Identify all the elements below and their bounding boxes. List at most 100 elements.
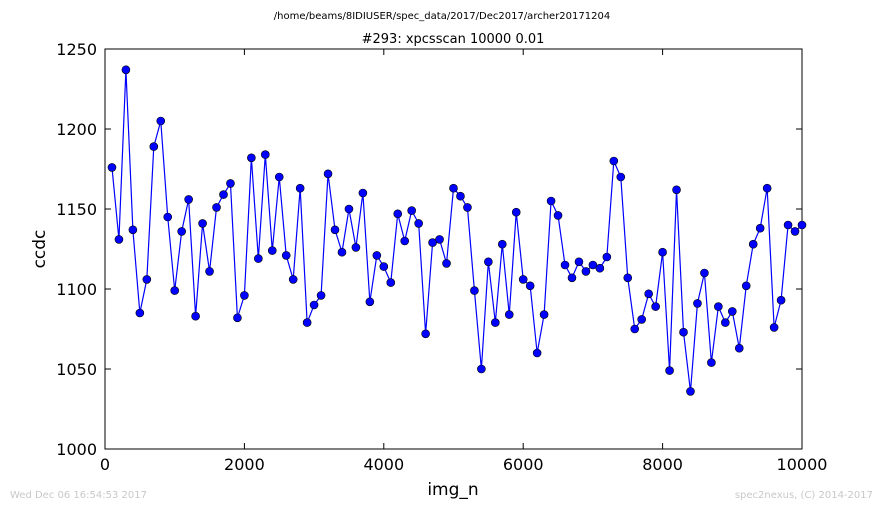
data-point xyxy=(288,275,298,284)
x-tick-label: 8000 xyxy=(642,455,683,474)
data-point xyxy=(372,251,382,260)
y-axis-label: ccdc xyxy=(30,230,50,269)
data-point xyxy=(470,286,479,295)
data-point xyxy=(456,191,465,201)
ticks xyxy=(104,48,803,450)
data-point xyxy=(184,195,193,204)
data-point xyxy=(163,212,173,222)
data-point xyxy=(665,366,674,375)
y-tick-label: 1200 xyxy=(56,120,97,139)
data-point xyxy=(135,308,145,318)
tick-labels: 0 2000 4000 6000 8000 10000 1000 1050 1100 1150 12… xyxy=(56,40,827,474)
data-point xyxy=(337,247,347,257)
x-tick-label: 4000 xyxy=(363,455,404,474)
data-point xyxy=(574,257,584,267)
data-point xyxy=(233,313,242,323)
data-point xyxy=(435,235,444,244)
x-tick-label: 10000 xyxy=(777,455,828,474)
data-point xyxy=(532,348,542,358)
data-point xyxy=(344,204,354,214)
data-point xyxy=(623,273,633,283)
data-point xyxy=(504,310,514,319)
y-tick-label: 1150 xyxy=(56,200,97,219)
data-point xyxy=(351,243,361,252)
data-point xyxy=(358,188,368,198)
y-tick-label: 1250 xyxy=(56,40,97,59)
data-point xyxy=(679,327,688,337)
data-point xyxy=(721,318,730,327)
data-point xyxy=(700,268,709,278)
data-point xyxy=(727,307,737,316)
data-point xyxy=(644,289,653,299)
data-point xyxy=(741,281,751,291)
data-point xyxy=(212,203,221,212)
data-point xyxy=(672,185,681,195)
data-point xyxy=(588,260,598,270)
footer-timestamp: Wed Dec 06 16:54:53 2017 xyxy=(10,490,147,501)
data-point xyxy=(762,183,772,193)
data-point xyxy=(463,203,472,212)
data-point xyxy=(511,207,521,217)
data-point xyxy=(560,260,570,270)
data-point xyxy=(414,219,423,228)
data-point xyxy=(274,172,284,182)
data-point xyxy=(581,267,591,276)
data-point xyxy=(518,275,528,284)
data-point xyxy=(247,153,256,163)
data-point xyxy=(658,247,667,257)
data-point xyxy=(379,262,389,271)
data-point xyxy=(686,387,695,396)
data-point xyxy=(553,211,563,220)
data-point xyxy=(497,239,507,249)
data-point xyxy=(442,259,451,268)
data-point xyxy=(365,297,375,307)
data-point xyxy=(776,295,786,305)
data-point xyxy=(491,318,500,327)
x-tick-label: 6000 xyxy=(503,455,544,474)
x-tick-label: 0 xyxy=(100,455,110,474)
data-point xyxy=(484,257,493,267)
data-point xyxy=(309,300,319,310)
data-point xyxy=(121,65,131,75)
data-point xyxy=(267,246,277,255)
data-point xyxy=(386,278,396,287)
data-point xyxy=(114,235,124,244)
data-point xyxy=(142,275,152,284)
data-point xyxy=(177,227,186,236)
data-point xyxy=(295,183,305,193)
data-point xyxy=(428,238,437,247)
data-point xyxy=(567,273,577,283)
data-point xyxy=(651,302,660,311)
data-point xyxy=(226,179,235,188)
x-tick-label: 2000 xyxy=(224,455,265,474)
file-path-title: /home/beams/8IDIUSER/spec_data/2017/Dec2… xyxy=(274,11,610,22)
data-point xyxy=(407,206,416,215)
data-point xyxy=(769,323,779,332)
footer-credit: spec2nexus, (C) 2014-2017 xyxy=(735,490,873,501)
data-point xyxy=(449,183,458,193)
data-point xyxy=(748,239,758,249)
x-axis-label: img_n xyxy=(427,480,478,500)
data-point xyxy=(316,291,326,300)
data-point xyxy=(156,116,166,126)
data-point xyxy=(281,251,291,260)
y-tick-label: 1000 xyxy=(56,440,97,459)
data-point xyxy=(149,142,159,151)
data-series xyxy=(107,65,807,396)
data-point xyxy=(602,252,612,262)
data-point xyxy=(755,223,765,233)
data-point xyxy=(609,156,619,166)
data-point xyxy=(693,299,702,308)
data-point xyxy=(546,196,556,206)
data-point xyxy=(254,254,263,263)
data-point xyxy=(421,329,430,339)
plot-area xyxy=(104,48,803,450)
data-point xyxy=(302,318,312,327)
data-point xyxy=(630,324,640,334)
data-point xyxy=(525,281,535,291)
data-point xyxy=(240,291,249,300)
data-point xyxy=(261,150,270,159)
data-point xyxy=(734,343,744,353)
data-point xyxy=(783,220,793,230)
